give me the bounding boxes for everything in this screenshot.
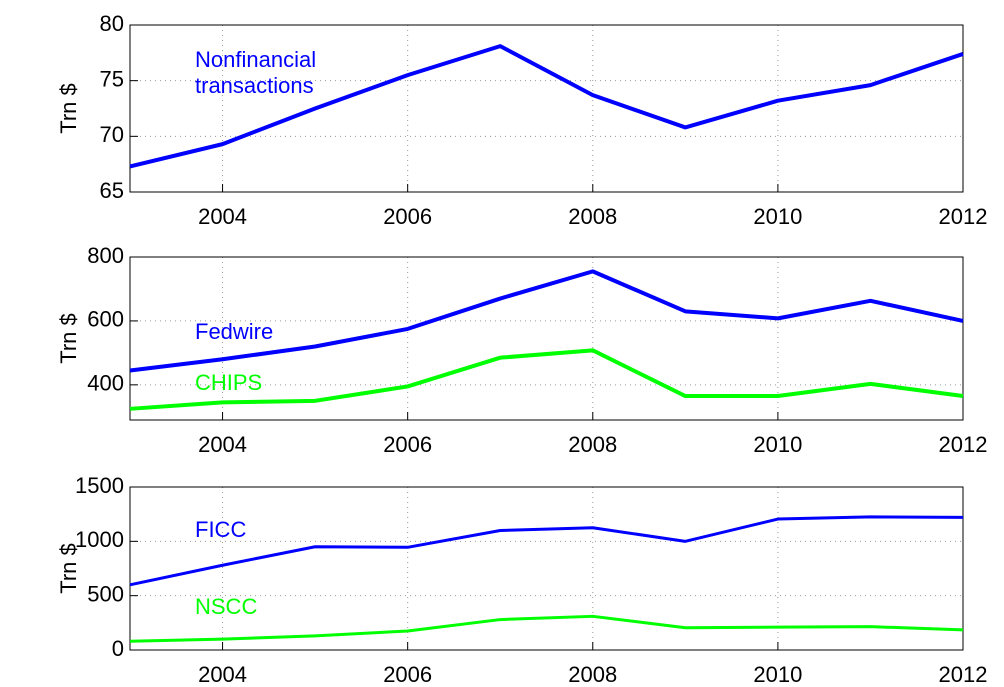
series-label-box: Nonfinancial transactions (195, 47, 317, 98)
y-tick-label: 500 (87, 581, 124, 606)
series-label: Fedwire (195, 319, 274, 344)
y-tick-label: 1000 (75, 527, 124, 552)
x-tick-label: 2004 (198, 432, 247, 457)
axes-box (129, 24, 964, 193)
x-tick-label: 2010 (753, 432, 802, 457)
series-line (129, 348, 964, 411)
series-label: Nonfinancial transactions (195, 47, 317, 98)
x-tick-label: 2012 (939, 432, 988, 457)
x-tick-label: 2006 (383, 432, 432, 457)
x-tick-label: 2010 (753, 204, 802, 229)
x-tick-label: 2004 (198, 204, 247, 229)
y-tick-label: 0 (112, 636, 124, 661)
series-label-box: FICC (195, 517, 247, 542)
x-tick-label: 2008 (568, 432, 617, 457)
series-label: CHIPS (195, 370, 263, 395)
series-label-box: NSCC (195, 594, 258, 619)
y-axis-label: Trn $ (56, 543, 81, 594)
y-tick-label: 600 (87, 307, 124, 332)
panel: 400 600 800 2004 2006 2008 2010 2012 Trn $ Fedwir… (56, 243, 988, 457)
x-tick-label: 2006 (383, 204, 432, 229)
x-tick-label: 2006 (383, 662, 432, 687)
y-tick-label: 800 (87, 243, 124, 268)
y-axis-label: Trn $ (56, 83, 81, 134)
panel: 0 500 1000 1500 2004 2006 2008 2010 2012 Trn $ FIC… (56, 473, 988, 687)
axes-box (129, 486, 964, 651)
series-line (129, 44, 964, 169)
x-tick-label: 2012 (939, 204, 988, 229)
y-tick-label: 75 (100, 66, 124, 91)
y-tick-label: 400 (87, 371, 124, 396)
panel: 65 70 75 80 2004 2006 2008 2010 2012 Trn $ Nonfina… (56, 11, 988, 229)
y-axis-label: Trn $ (56, 313, 81, 364)
series-label-box: CHIPS (195, 370, 263, 395)
series-label-box: Fedwire (195, 319, 274, 344)
x-tick-label: 2010 (753, 662, 802, 687)
x-tick-label: 2008 (568, 662, 617, 687)
x-tick-label: 2004 (198, 662, 247, 687)
y-tick-label: 1500 (75, 473, 124, 498)
x-tick-label: 2008 (568, 204, 617, 229)
series-label: FICC (195, 517, 247, 542)
y-tick-label: 65 (100, 178, 124, 203)
y-tick-label: 70 (100, 122, 124, 147)
x-tick-label: 2012 (939, 662, 988, 687)
series-label: NSCC (195, 594, 258, 619)
series-line (129, 515, 964, 587)
series-line (129, 269, 964, 373)
series-line (129, 614, 964, 643)
y-tick-label: 80 (100, 11, 124, 36)
axes-box (129, 256, 964, 421)
